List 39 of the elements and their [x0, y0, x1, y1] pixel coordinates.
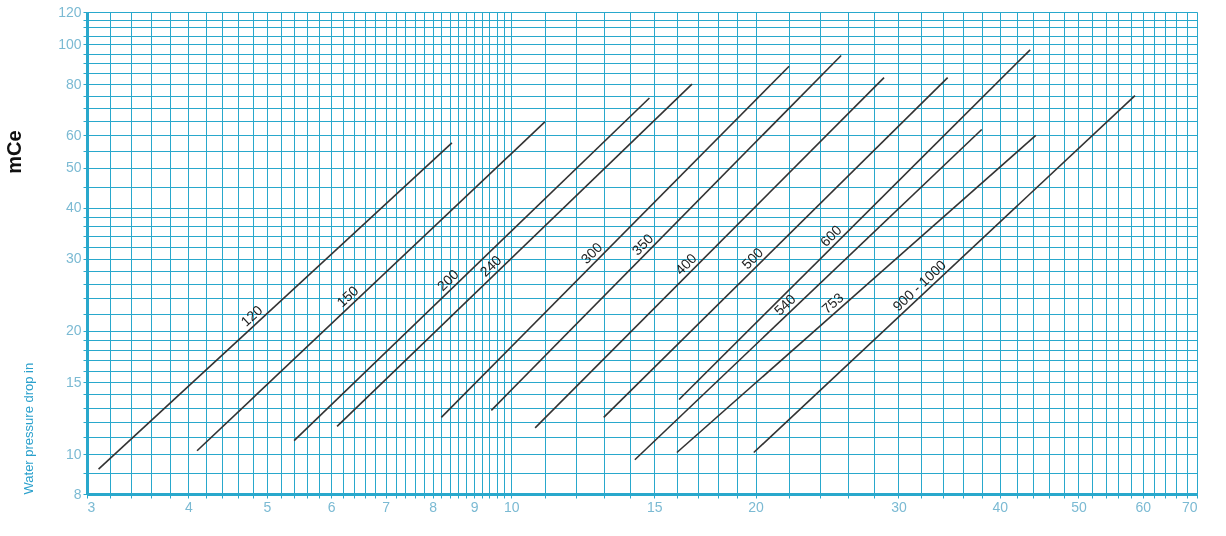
x-tick-label: 60 [1135, 498, 1152, 515]
text: 350 [628, 230, 657, 259]
text: mCe [3, 130, 25, 174]
y-tick-label: 15 [65, 373, 82, 390]
x-tick-label: 8 [429, 498, 438, 515]
y-tick-label: 60 [65, 126, 82, 143]
text: 200 [433, 265, 462, 294]
text: 600 [816, 221, 845, 250]
y-tick-label: 10 [65, 445, 82, 462]
text: 400 [671, 249, 700, 278]
y-tick-label: 40 [65, 199, 82, 216]
y-tick-label: 8 [73, 485, 82, 502]
y-tick-label: 100 [58, 35, 82, 52]
text: 753 [818, 289, 847, 317]
y-tick-label: 50 [65, 159, 82, 176]
x-tick-label: 40 [992, 498, 1009, 515]
y-tick-label: 80 [65, 75, 82, 92]
x-tick-label: 7 [382, 498, 391, 515]
text: 240 [476, 251, 505, 280]
x-tick-label: 4 [184, 498, 193, 515]
x-tick-label: 50 [1071, 498, 1087, 515]
y-tick-label: 120 [58, 3, 82, 20]
x-tick-label: 3 [87, 498, 96, 515]
text: 120 [237, 301, 266, 330]
text: 540 [770, 290, 799, 319]
x-tick-label: 6 [327, 498, 336, 515]
y-tick-label: 20 [65, 322, 82, 339]
x-tick-label: 15 [646, 498, 663, 515]
y-axis-title: Water pressure drop in [21, 362, 37, 495]
text: 150 [333, 282, 362, 311]
x-tick-label: 70 [1181, 498, 1198, 515]
x-tick-label: 5 [263, 498, 272, 515]
y-tick-label: 30 [65, 250, 82, 267]
x-tick-label: 20 [748, 498, 765, 515]
text: 500 [738, 244, 767, 273]
x-tick-label: 30 [891, 498, 907, 515]
text: 300 [577, 238, 606, 267]
x-tick-label: 9 [470, 498, 479, 515]
x-tick-label: 10 [503, 498, 520, 515]
